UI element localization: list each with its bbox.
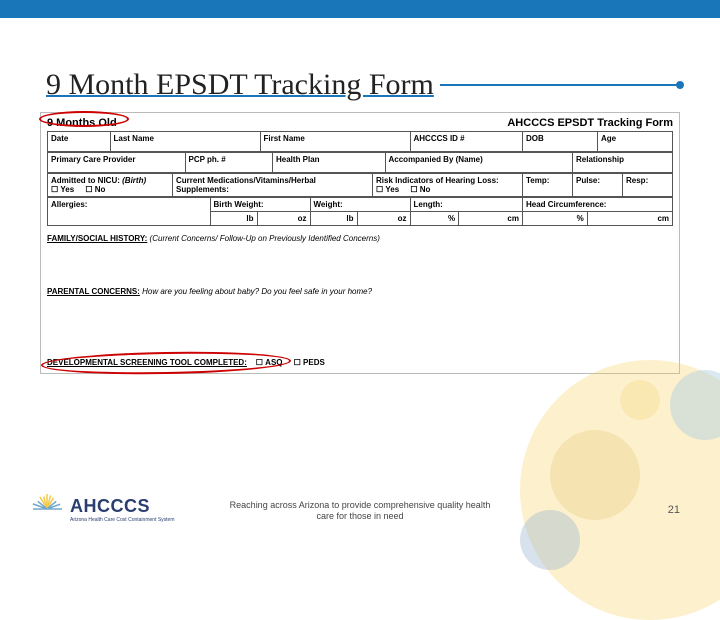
form-container: 9 Months Old AHCCCS EPSDT Tracking Form …: [40, 112, 680, 374]
field-allergies: Allergies:: [48, 198, 211, 226]
parental-concerns-section: PARENTAL CONCERNS: How are you feeling a…: [47, 287, 673, 296]
logo-subtitle: Arizona Health Care Cost Containment Sys…: [70, 517, 175, 523]
risk-label: Risk Indicators of Hearing Loss:: [376, 176, 499, 185]
screening-peds: PEDS: [303, 358, 325, 367]
form-title: AHCCCS EPSDT Tracking Form: [507, 117, 673, 129]
field-meds: Current Medications/Vitamins/Herbal Supp…: [173, 174, 373, 197]
field-temp: Temp:: [523, 174, 573, 197]
field-hearing-risk: Risk Indicators of Hearing Loss: ☐ Yes ☐…: [373, 174, 523, 197]
field-relationship: Relationship: [573, 153, 673, 173]
unit-pct2: %: [522, 212, 587, 226]
parental-label: PARENTAL CONCERNS:: [47, 287, 140, 296]
field-pcp-ph: PCP ph. #: [185, 153, 273, 173]
checkbox-icon: ☐: [294, 358, 303, 367]
nicu-label: Admitted to NICU:: [51, 176, 120, 185]
field-age: Age: [598, 132, 673, 152]
spacer: [47, 243, 673, 279]
footer-tagline: Reaching across Arizona to provide compr…: [220, 500, 500, 522]
nicu-yes: Yes: [60, 185, 74, 194]
field-pcp: Primary Care Provider: [48, 153, 186, 173]
unit-lb: lb: [210, 212, 257, 226]
field-firstname: First Name: [260, 132, 410, 152]
unit-cm: cm: [459, 212, 523, 226]
checkbox-icon: ☐: [376, 185, 385, 194]
checkbox-icon: ☐: [85, 185, 94, 194]
form-row-4: Allergies: Birth Weight: Weight: Length:…: [47, 197, 673, 226]
risk-no: No: [420, 185, 431, 194]
spacer: [47, 296, 673, 350]
field-lastname: Last Name: [110, 132, 260, 152]
field-date: Date: [48, 132, 111, 152]
screening-asq: ASQ: [265, 358, 282, 367]
field-birth-weight: Birth Weight:: [210, 198, 310, 212]
screening-section: DEVELOPMENTAL SCREENING TOOL COMPLETED: …: [47, 358, 673, 367]
field-length: Length:: [410, 198, 522, 212]
nicu-no: No: [95, 185, 106, 194]
risk-yes: Yes: [385, 185, 399, 194]
title-row: 9 Month EPSDT Tracking Form: [40, 68, 680, 102]
field-resp: Resp:: [623, 174, 673, 197]
logo: AHCCCS Arizona Health Care Cost Containm…: [30, 492, 175, 526]
screening-label: DEVELOPMENTAL SCREENING TOOL COMPLETED:: [47, 358, 247, 367]
field-health-plan: Health Plan: [273, 153, 386, 173]
title-dot: [676, 81, 684, 89]
field-ahcccs-id: AHCCCS ID #: [410, 132, 523, 152]
slide-content: 9 Month EPSDT Tracking Form 9 Months Old…: [0, 18, 720, 374]
form-row-1: Date Last Name First Name AHCCCS ID # DO…: [47, 131, 673, 152]
nicu-sub: (Birth): [122, 176, 146, 185]
logo-text: AHCCCS: [70, 496, 175, 517]
family-label: FAMILY/SOCIAL HISTORY:: [47, 234, 147, 243]
parental-sub: How are you feeling about baby? Do you f…: [142, 287, 372, 296]
family-sub: (Current Concerns/ Follow-Up on Previous…: [150, 234, 380, 243]
unit-oz2: oz: [357, 212, 410, 226]
field-head: Head Circumference:: [522, 198, 672, 212]
unit-lb2: lb: [310, 212, 357, 226]
page-number: 21: [668, 504, 680, 516]
form-row-3: Admitted to NICU: (Birth) ☐ Yes ☐ No Cur…: [47, 173, 673, 197]
slide-title: 9 Month EPSDT Tracking Form: [40, 68, 440, 102]
checkbox-icon: ☐: [410, 185, 419, 194]
title-underline: [440, 84, 680, 86]
form-row-2: Primary Care Provider PCP ph. # Health P…: [47, 152, 673, 173]
unit-cm2: cm: [587, 212, 672, 226]
checkbox-icon: ☐: [256, 358, 265, 367]
logo-burst-icon: [30, 492, 64, 526]
field-nicu: Admitted to NICU: (Birth) ☐ Yes ☐ No: [48, 174, 173, 197]
checkbox-icon: ☐: [51, 185, 60, 194]
field-weight: Weight:: [310, 198, 410, 212]
field-accompanied: Accompanied By (Name): [385, 153, 573, 173]
field-pulse: Pulse:: [573, 174, 623, 197]
form-header: 9 Months Old AHCCCS EPSDT Tracking Form: [47, 117, 673, 129]
family-history-section: FAMILY/SOCIAL HISTORY: (Current Concerns…: [47, 234, 673, 243]
form-age-label: 9 Months Old: [47, 117, 117, 129]
unit-pct: %: [410, 212, 459, 226]
field-dob: DOB: [523, 132, 598, 152]
unit-oz: oz: [257, 212, 310, 226]
top-accent-bar: [0, 0, 720, 18]
